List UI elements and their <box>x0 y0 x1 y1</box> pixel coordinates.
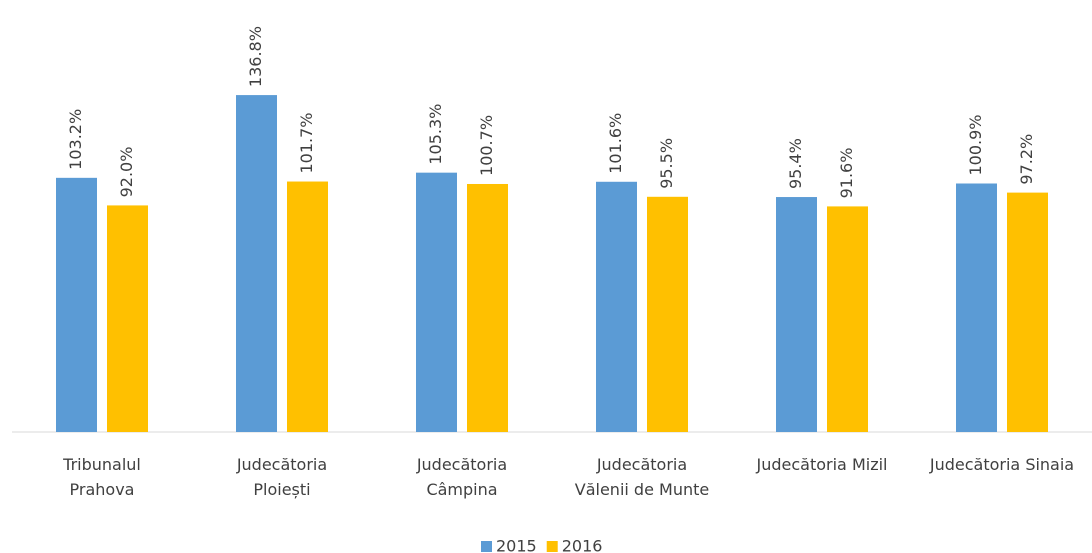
bar <box>827 206 868 432</box>
x-tick-label: Tribunalul Prahova <box>63 455 141 499</box>
x-tick-label: Judecătoria Mizil <box>756 455 888 474</box>
data-label: 136.8% <box>246 26 265 87</box>
bar <box>647 196 688 432</box>
data-label: 92.0% <box>117 147 136 198</box>
bar <box>596 181 637 432</box>
bar <box>416 172 457 433</box>
bar <box>1007 192 1048 432</box>
data-label: 105.3% <box>426 104 445 165</box>
bar <box>107 205 148 432</box>
data-label: 103.2% <box>66 109 85 170</box>
data-label: 100.7% <box>477 115 496 176</box>
data-label: 100.9% <box>966 114 985 175</box>
x-tick-label: Judecătoria Ploiești <box>236 455 328 499</box>
legend-swatch <box>481 541 492 552</box>
legend-label: 2015 <box>496 537 537 553</box>
bar <box>776 197 817 432</box>
bar <box>236 95 277 432</box>
data-label: 101.6% <box>606 113 625 174</box>
data-label: 95.5% <box>657 138 676 189</box>
data-label: 91.6% <box>837 148 856 199</box>
x-tick-label: Judecătoria Câmpina <box>416 455 508 499</box>
bar <box>467 183 508 432</box>
legend-swatch <box>546 541 558 552</box>
data-label: 97.2% <box>1017 134 1036 185</box>
x-tick-label: Judecătoria Vălenii de Munte <box>574 455 710 499</box>
legend-label: 2016 <box>562 537 603 553</box>
bar <box>956 183 997 432</box>
bar <box>287 181 328 432</box>
x-tick-label: Judecătoria Sinaia <box>929 455 1075 474</box>
bar <box>56 177 97 432</box>
data-label: 95.4% <box>786 138 805 189</box>
data-label: 101.7% <box>297 113 316 174</box>
